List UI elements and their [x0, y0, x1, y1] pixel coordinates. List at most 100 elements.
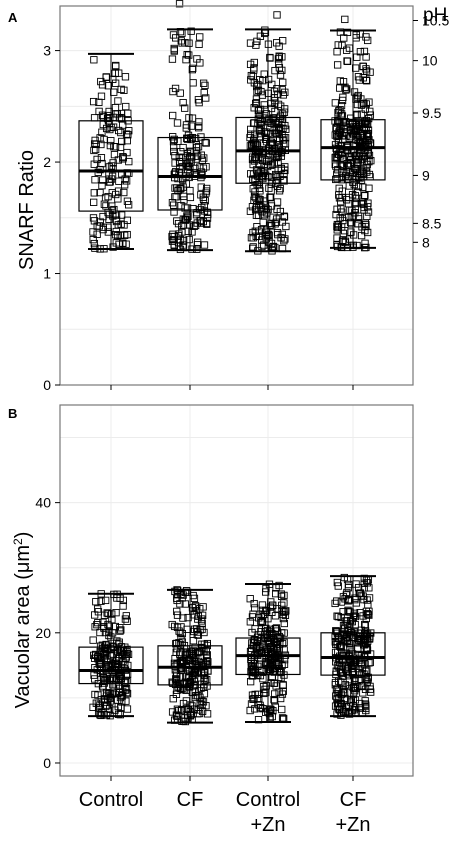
data-point [358, 198, 367, 206]
data-point [265, 709, 274, 718]
data-point [99, 223, 107, 231]
data-point [190, 705, 199, 713]
data-point [124, 131, 132, 139]
data-point [111, 143, 120, 151]
data-point [188, 676, 196, 684]
data-point [92, 145, 100, 154]
data-point [256, 32, 265, 40]
data-point [269, 114, 277, 123]
data-point [268, 160, 276, 168]
data-point [171, 159, 179, 167]
data-point [277, 102, 285, 110]
data-point [359, 200, 368, 208]
data-point [352, 199, 360, 208]
data-point [119, 596, 127, 605]
data-point [196, 33, 204, 41]
data-point [336, 84, 344, 92]
data-point [273, 85, 281, 93]
data-point [179, 143, 187, 152]
data-point [363, 666, 371, 674]
data-point [104, 192, 112, 201]
data-point [347, 228, 355, 236]
data-point [365, 98, 373, 106]
data-point [125, 127, 133, 135]
data-point [281, 235, 289, 243]
data-point [352, 128, 360, 136]
data-point [201, 138, 209, 147]
data-point [334, 41, 342, 49]
data-point [195, 40, 203, 48]
data-point [362, 76, 370, 84]
data-point [251, 154, 259, 162]
data-point [104, 228, 112, 236]
data-point [260, 70, 268, 78]
data-point [344, 200, 353, 208]
x-category-label: CF [340, 789, 367, 811]
data-point [332, 667, 340, 675]
data-point [264, 75, 273, 84]
data-point [121, 615, 130, 623]
data-point [282, 222, 290, 231]
data-point [270, 679, 279, 687]
data-point [95, 660, 103, 668]
data-point [249, 228, 257, 237]
data-point [196, 698, 204, 706]
data-point [268, 178, 276, 186]
data-point [258, 236, 266, 244]
panel-a-y-tick-label: 3 [43, 43, 51, 59]
data-point [170, 44, 178, 53]
data-point [174, 232, 183, 240]
data-point [361, 700, 370, 708]
data-point [357, 626, 366, 634]
data-point [365, 184, 373, 192]
data-point [278, 230, 286, 238]
data-point [361, 105, 369, 113]
data-point [172, 670, 181, 678]
data-point [275, 64, 284, 72]
data-point [200, 89, 208, 97]
data-point [173, 607, 181, 616]
data-point [100, 710, 108, 719]
data-point [122, 697, 130, 705]
data-point [118, 115, 126, 123]
data-point [268, 608, 276, 617]
data-point [198, 700, 206, 709]
data-point [365, 611, 373, 619]
data-point [251, 690, 259, 699]
data-point [91, 690, 99, 699]
data-point [103, 701, 111, 709]
data-point [275, 60, 283, 68]
data-point [116, 627, 124, 635]
data-point [189, 205, 197, 213]
box-iqr [320, 632, 386, 676]
data-point [109, 243, 117, 251]
data-point [341, 595, 349, 603]
data-point [96, 628, 104, 637]
data-point [354, 644, 362, 652]
data-point [169, 111, 177, 120]
data-point [118, 652, 126, 660]
data-point [252, 166, 261, 174]
data-point [115, 688, 123, 697]
data-point [89, 97, 98, 106]
data-point [171, 654, 179, 663]
data-point [199, 164, 208, 172]
panel-a-y-tick-label: 0 [43, 377, 51, 393]
data-point [247, 125, 255, 134]
data-point [336, 642, 344, 650]
data-point [176, 89, 184, 97]
data-point [268, 629, 276, 638]
data-point [182, 56, 190, 64]
data-point [253, 695, 262, 703]
data-point [96, 188, 104, 197]
data-point [122, 177, 131, 185]
data-point [346, 644, 354, 652]
data-point [105, 622, 114, 630]
data-point [275, 53, 283, 61]
data-point [93, 155, 101, 164]
data-point [359, 183, 367, 191]
data-point [123, 617, 131, 625]
data-point [279, 78, 287, 86]
data-point [363, 203, 372, 211]
data-point [365, 659, 373, 667]
